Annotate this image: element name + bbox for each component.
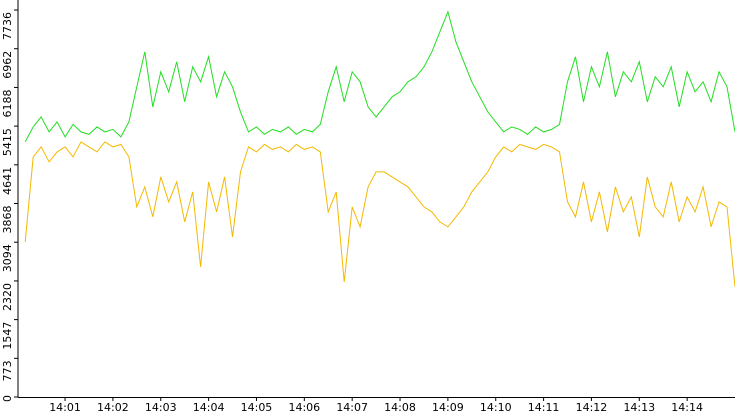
x-tick-label: 14:10 bbox=[480, 401, 512, 414]
y-tick-label: 3868 bbox=[1, 206, 14, 234]
y-tick-label: 5415 bbox=[1, 128, 14, 156]
y-tick-label: 6962 bbox=[1, 51, 14, 79]
series-line bbox=[24, 141, 735, 287]
x-tick-label: 14:03 bbox=[145, 401, 177, 414]
x-tick-label: 14:12 bbox=[576, 401, 608, 414]
x-tick-label: 14:05 bbox=[241, 401, 273, 414]
y-tick-label: 3094 bbox=[1, 244, 14, 272]
y-tick-label: 0 bbox=[1, 395, 14, 402]
y-tick-label: 773 bbox=[1, 360, 14, 381]
x-tick-label: 14:02 bbox=[97, 401, 129, 414]
x-tick-label: 14:13 bbox=[623, 401, 655, 414]
x-tick-label: 14:04 bbox=[193, 401, 225, 414]
x-tick-label: 14:08 bbox=[384, 401, 416, 414]
series-line bbox=[24, 10, 735, 143]
x-tick-label: 14:06 bbox=[288, 401, 320, 414]
x-tick-label: 14:14 bbox=[671, 401, 703, 414]
x-tick-label: 14:01 bbox=[49, 401, 81, 414]
y-tick-label: 1547 bbox=[1, 322, 14, 350]
y-tick-label: 4641 bbox=[1, 167, 14, 195]
x-tick-label: 14:11 bbox=[528, 401, 560, 414]
y-tick-label: 6188 bbox=[1, 89, 14, 117]
x-tick-label: 14:07 bbox=[336, 401, 368, 414]
y-tick-label: 2320 bbox=[1, 283, 14, 311]
y-tick-label: 7736 bbox=[1, 12, 14, 40]
x-tick-label: 14:09 bbox=[432, 401, 464, 414]
